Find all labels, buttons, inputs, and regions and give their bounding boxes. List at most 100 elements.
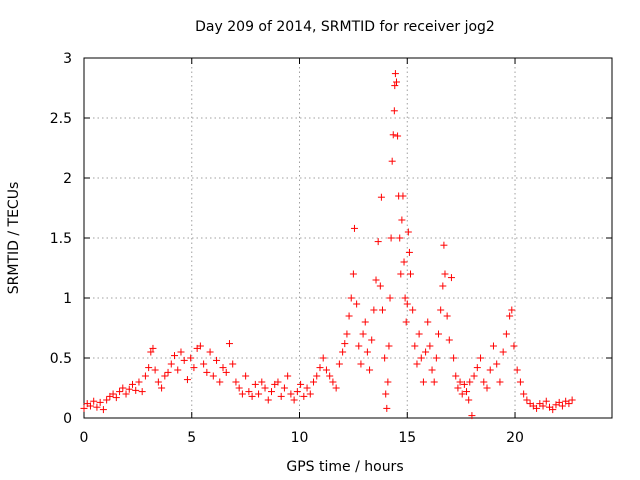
data-point [225, 340, 233, 348]
data-point [477, 354, 485, 362]
data-point [430, 378, 438, 386]
data-point [555, 398, 563, 406]
data-point [422, 348, 430, 356]
data-point [203, 368, 211, 376]
data-point [187, 354, 195, 362]
data-point [222, 368, 230, 376]
data-point [145, 364, 153, 372]
data-point [341, 340, 349, 348]
data-point [174, 366, 182, 374]
data-point [109, 390, 117, 398]
data-point [112, 394, 120, 402]
data-point [374, 238, 382, 246]
data-point [303, 384, 311, 392]
data-point [458, 390, 466, 398]
data-point [200, 360, 208, 368]
data-point [390, 107, 398, 115]
y-tick-label: 2.5 [50, 111, 72, 127]
data-point [183, 376, 191, 384]
data-point [385, 342, 393, 350]
data-point [343, 330, 351, 338]
data-point [345, 312, 353, 320]
data-point [368, 336, 376, 344]
data-point [90, 397, 98, 405]
data-point [248, 392, 256, 400]
data-point [154, 378, 162, 386]
data-point [402, 318, 410, 326]
data-point [454, 384, 462, 392]
data-point [568, 396, 576, 404]
data-point [403, 300, 411, 308]
data-point [411, 342, 419, 350]
data-point [496, 378, 504, 386]
y-tick-label: 1.5 [50, 231, 72, 247]
data-point [297, 380, 305, 388]
data-point [415, 330, 423, 338]
data-point [377, 193, 385, 201]
data-point [332, 384, 340, 392]
data-point [513, 366, 521, 374]
data-point [86, 402, 94, 410]
data-point [141, 372, 149, 380]
data-point [290, 396, 298, 404]
data-point [116, 388, 124, 396]
data-point [355, 342, 363, 350]
data-point [549, 406, 557, 414]
data-point [426, 342, 434, 350]
data-point [396, 234, 404, 242]
data-point [171, 352, 179, 360]
data-point [480, 378, 488, 386]
data-point [440, 241, 448, 249]
data-point [376, 282, 384, 290]
data-point [456, 378, 464, 386]
data-point [135, 378, 143, 386]
data-point [452, 372, 460, 380]
data-point [404, 228, 412, 236]
data-point [190, 364, 198, 372]
data-point [441, 270, 449, 278]
data-point [406, 270, 414, 278]
data-point [443, 312, 451, 320]
data-point [161, 372, 169, 380]
data-point [399, 192, 407, 200]
data-point [213, 356, 221, 364]
data-point [388, 157, 396, 165]
grid-lines [84, 58, 612, 418]
data-point [516, 378, 524, 386]
y-tick-label: 3 [63, 51, 72, 67]
data-point [339, 348, 347, 356]
data-point [306, 390, 314, 398]
data-point [258, 378, 266, 386]
data-point [387, 234, 395, 242]
data-point [229, 360, 237, 368]
data-point [255, 390, 263, 398]
data-point [322, 366, 330, 374]
x-tick-label: 10 [291, 430, 309, 446]
data-point [238, 390, 246, 398]
data-point [359, 330, 367, 338]
data-point [147, 348, 155, 356]
data-point [405, 248, 413, 256]
data-point [350, 224, 358, 232]
data-point [138, 388, 146, 396]
data-point [287, 390, 295, 398]
data-point [277, 392, 285, 400]
data-point [372, 276, 380, 284]
data-point [394, 132, 402, 140]
data-point [251, 380, 259, 388]
data-point [316, 364, 324, 372]
data-point [424, 318, 432, 326]
data-point [392, 78, 400, 86]
data-point [122, 390, 130, 398]
data-point [149, 344, 157, 352]
data-point [347, 294, 355, 302]
data-point [473, 364, 481, 372]
data-point [310, 378, 318, 386]
y-tick-label: 0 [63, 411, 72, 427]
data-point [357, 360, 365, 368]
data-point [280, 384, 288, 392]
y-tick-label: 1 [63, 291, 72, 307]
data-point [391, 82, 399, 90]
data-point [391, 70, 399, 78]
